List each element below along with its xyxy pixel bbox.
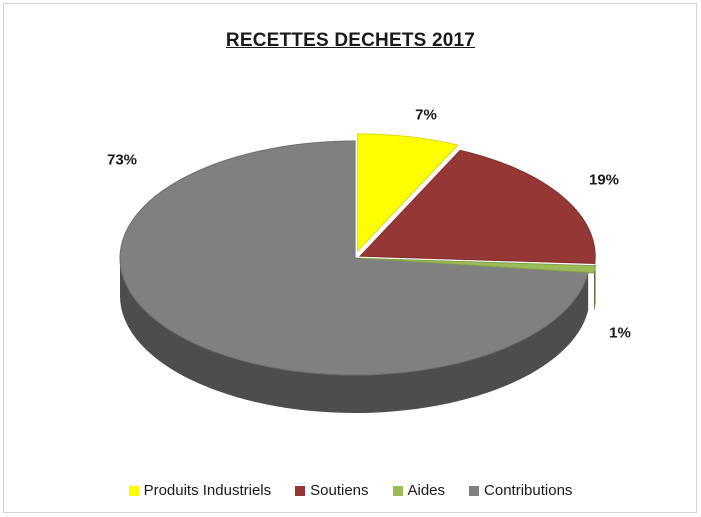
legend-label: Produits Industriels xyxy=(143,482,272,499)
legend: Produits Industriels Soutiens Aides Cont… xyxy=(0,482,701,499)
pie-slice-2 xyxy=(360,257,597,274)
legend-item-produits-industriels: Produits Industriels xyxy=(128,482,272,499)
legend-swatch xyxy=(392,485,403,496)
data-label-2: 1% xyxy=(609,324,631,342)
data-label-0: 7% xyxy=(415,106,437,124)
data-label-1: 19% xyxy=(588,171,620,189)
legend-label: Soutiens xyxy=(310,482,369,499)
legend-swatch xyxy=(469,485,480,496)
pie-slice-3 xyxy=(119,140,589,376)
data-label-3: 73% xyxy=(106,151,138,169)
legend-item-aides: Aides xyxy=(392,482,446,499)
pie-slice-0 xyxy=(357,133,459,253)
legend-item-contributions: Contributions xyxy=(469,482,572,499)
legend-label: Contributions xyxy=(484,482,573,499)
pie-side-3 xyxy=(119,258,589,414)
legend-swatch xyxy=(295,485,306,496)
chart-title: RECETTES DECHETS 2017 xyxy=(225,30,476,51)
pie-slice-1 xyxy=(359,149,596,265)
legend-item-soutiens: Soutiens xyxy=(295,482,369,499)
legend-label: Aides xyxy=(407,482,446,499)
legend-swatch xyxy=(128,485,139,496)
